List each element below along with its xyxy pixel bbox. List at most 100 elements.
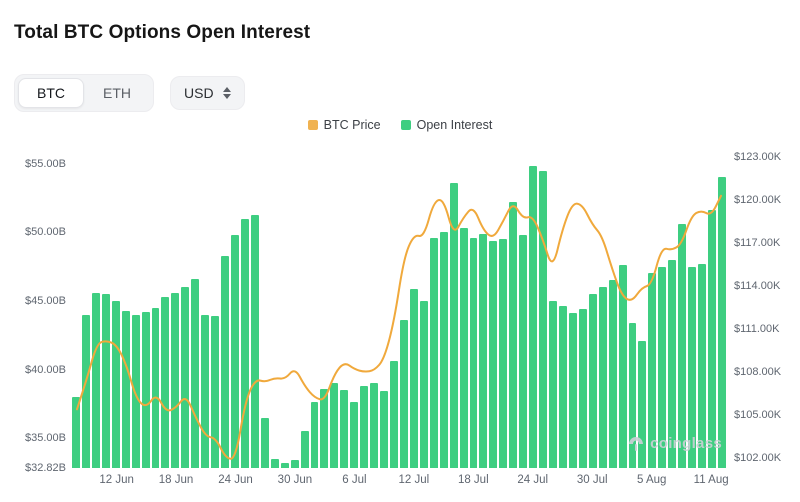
x-axis-tick: 18 Jul (457, 474, 489, 486)
oi-bar (201, 314, 210, 468)
oi-bar (568, 313, 577, 468)
oi-bar (330, 383, 339, 468)
oi-bar (270, 458, 279, 468)
legend-item-btc-price[interactable]: BTC Price (307, 118, 381, 132)
oi-bar (549, 300, 557, 468)
y-axis-right-tick: $111.00K (734, 323, 780, 336)
oi-bar (131, 314, 140, 468)
oi-bar (290, 460, 299, 468)
watermark-text: coinglass (650, 435, 722, 452)
plot-area[interactable]: coinglass (72, 150, 726, 468)
x-axis-tick: 5 Aug (636, 474, 667, 486)
oi-bar (121, 310, 130, 468)
x-axis-tick: 24 Jun (218, 474, 253, 486)
oi-bar (479, 233, 488, 468)
y-axis-left-tick: $45.00B (25, 294, 66, 307)
x-axis-tick: 30 Jun (277, 474, 313, 486)
x-axis-tick: 12 Jun (99, 474, 134, 486)
oi-bar (370, 383, 379, 468)
oi-bar (469, 237, 478, 468)
oi-bar (519, 235, 528, 468)
oi-bar (181, 287, 190, 468)
oi-bar (558, 306, 567, 468)
currency-label: USD (184, 85, 214, 101)
oi-bar (449, 182, 458, 468)
y-axis-right-tick: $120.00K (734, 194, 782, 207)
oi-bar (240, 218, 249, 468)
oi-bar (111, 300, 120, 468)
chart-area: $55.00B $50.00B $45.00B $40.00B $35.00B $32.8… (14, 150, 792, 490)
oi-bar (211, 316, 220, 468)
currency-dropdown[interactable]: USD (170, 76, 245, 110)
oi-bar (161, 296, 170, 468)
oi-bar (300, 431, 309, 468)
y-axis-left-tick: $35.00B (25, 432, 66, 445)
bars (72, 150, 726, 468)
oi-bar (459, 228, 468, 468)
y-axis-right-tick: $108.00K (734, 366, 782, 379)
oi-bar (350, 402, 359, 468)
asset-toggle-group: BTC ETH (14, 74, 154, 112)
oi-bar (678, 224, 687, 468)
oi-bar (231, 235, 239, 468)
y-axis-left: $55.00B $50.00B $45.00B $40.00B $35.00B $32.8… (14, 150, 72, 474)
x-axis-tick: 24 Jul (517, 474, 549, 486)
toggle-btc[interactable]: BTC (18, 78, 84, 108)
oi-bar (618, 265, 627, 468)
x-axis-tick: 12 Jul (398, 474, 430, 486)
oi-bar (717, 177, 726, 468)
oi-bar (509, 202, 518, 468)
oi-bar (380, 391, 388, 468)
chart-controls: BTC ETH USD (14, 74, 245, 112)
oi-bar (598, 287, 607, 468)
oi-bar (578, 309, 587, 468)
toggle-eth[interactable]: ETH (103, 85, 131, 101)
oi-bar (399, 320, 408, 468)
oi-bar (280, 462, 289, 468)
x-axis-tick: 6 Jul (342, 474, 367, 486)
oi-bar (91, 292, 100, 468)
oi-bar (708, 210, 716, 468)
oi-bar (539, 170, 547, 468)
y-axis-right: $123.00K $120.00K $117.00K $114.00K $111.00K… (726, 150, 792, 468)
oi-bar (439, 232, 448, 468)
oi-bar (171, 292, 180, 468)
oi-bar (489, 240, 498, 468)
oi-bar (340, 390, 349, 468)
x-axis-tick: 11 Aug (693, 474, 729, 486)
oi-bar (529, 166, 538, 468)
oi-bar (419, 300, 428, 468)
legend-label: BTC Price (323, 118, 381, 132)
y-axis-left-tick: $32.82B (25, 462, 66, 474)
oi-bar (608, 280, 617, 468)
oi-bar (72, 396, 80, 468)
oi-bar (141, 311, 150, 468)
oi-bar (588, 294, 597, 468)
oi-bar (429, 237, 438, 468)
oi-bar (101, 294, 110, 468)
btc-price-swatch-icon (307, 120, 318, 130)
legend-item-open-interest[interactable]: Open Interest (400, 118, 493, 132)
x-axis-tick: 30 Jul (576, 474, 608, 486)
oi-bar (310, 402, 319, 468)
page-title: Total BTC Options Open Interest (14, 22, 311, 43)
updown-chevron-icon (222, 87, 231, 99)
oi-bar (260, 417, 269, 468)
oi-bar (409, 288, 418, 468)
oi-bar (81, 314, 90, 468)
x-axis: 12 Jun 18 Jun 24 Jun 30 Jun 6 Jul 12 Jul 18 Ju… (72, 468, 729, 490)
y-axis-right-tick: $123.00K (734, 151, 782, 164)
oi-bar (360, 385, 369, 468)
oi-bar (499, 239, 508, 468)
x-axis-tick: 18 Jun (158, 474, 194, 486)
y-axis-right-tick: $105.00K (734, 409, 782, 421)
chart-legend: BTC Price Open Interest (0, 118, 800, 132)
y-axis-right-tick: $117.00K (734, 237, 781, 250)
open-interest-swatch-icon (400, 120, 411, 130)
legend-label: Open Interest (416, 118, 493, 132)
y-axis-right-tick: $114.00K (734, 280, 781, 293)
y-axis-left-tick: $40.00B (25, 363, 66, 376)
oi-bar (151, 307, 160, 468)
y-axis-right-tick: $102.00K (734, 451, 782, 464)
